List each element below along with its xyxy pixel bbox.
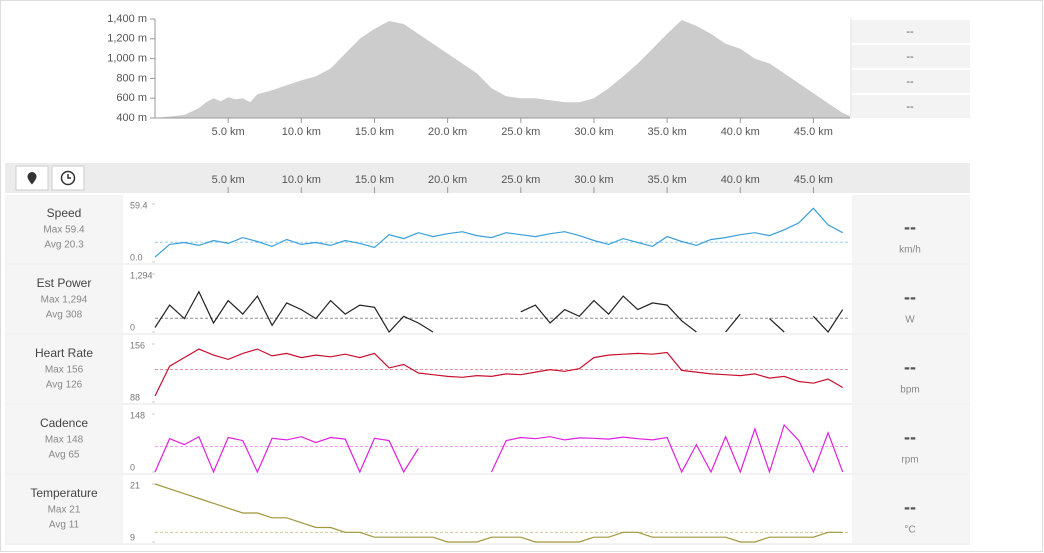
y-tick-label: 400 m	[116, 112, 147, 124]
series-line	[154, 423, 844, 474]
row-label-cell	[5, 475, 123, 543]
y-tick-label: 148	[130, 410, 145, 420]
series-avg: Avg 308	[46, 310, 83, 321]
row-label-cell	[5, 405, 123, 473]
y-tick-label: 156	[130, 340, 145, 350]
series-current: --	[904, 427, 916, 447]
x-tick-label: 35.0 km	[648, 174, 687, 186]
series-avg: Avg 65	[49, 450, 80, 461]
series-name: Est Power	[37, 276, 92, 290]
y-tick-label: 0.0	[130, 252, 143, 262]
summary-cell	[852, 45, 970, 68]
series-unit: rpm	[901, 455, 918, 466]
x-tick-label: 40.0 km	[721, 126, 760, 138]
y-tick-label: 1,200 m	[107, 33, 147, 45]
series-unit: bpm	[900, 385, 919, 396]
series-line	[154, 290, 844, 333]
series-unit: km/h	[899, 245, 921, 256]
row-value-cell	[852, 265, 970, 333]
series-max: Max 1,294	[41, 295, 88, 306]
series-avg: Avg 11	[49, 520, 80, 531]
y-tick-label: 0	[130, 462, 135, 472]
series-line	[154, 348, 844, 397]
series-max: Max 21	[48, 505, 81, 516]
series-current: --	[904, 497, 916, 517]
x-tick-label: 30.0 km	[574, 126, 613, 138]
y-tick-label: 9	[130, 532, 135, 542]
summary-value: --	[906, 51, 914, 63]
x-tick-label: 45.0 km	[794, 174, 833, 186]
x-tick-label: 40.0 km	[721, 174, 760, 186]
y-tick-label: 600 m	[116, 92, 147, 104]
row-value-cell	[852, 475, 970, 543]
y-tick-label: 88	[130, 392, 140, 402]
x-tick-label: 25.0 km	[501, 174, 540, 186]
x-tick-label: 10.0 km	[282, 174, 321, 186]
series-unit: W	[905, 315, 915, 326]
x-tick-label: 35.0 km	[648, 126, 687, 138]
series-line	[154, 483, 843, 543]
x-tick-label: 15.0 km	[355, 126, 394, 138]
series-line	[154, 207, 843, 258]
row-value-cell	[852, 405, 970, 473]
series-max: Max 148	[45, 435, 84, 446]
summary-cell	[852, 70, 970, 93]
series-name: Temperature	[30, 486, 98, 500]
row-value-cell	[852, 195, 970, 263]
series-current: --	[904, 287, 916, 307]
x-tick-label: 15.0 km	[355, 174, 394, 186]
x-tick-label: 10.0 km	[282, 126, 321, 138]
clock-icon	[60, 170, 76, 186]
summary-cell	[852, 20, 970, 43]
series-avg: Avg 20.3	[44, 240, 84, 251]
series-current: --	[904, 217, 916, 237]
x-tick-label: 45.0 km	[794, 126, 833, 138]
toolbar	[5, 163, 970, 193]
y-tick-label: 21	[130, 480, 140, 490]
series-unit: °C	[904, 525, 915, 536]
x-tick-label: 20.0 km	[428, 126, 467, 138]
series-max: Max 59.4	[43, 225, 85, 236]
row-label-cell	[5, 195, 123, 263]
series-name: Speed	[47, 206, 82, 220]
summary-cell	[852, 95, 970, 118]
row-label-cell	[5, 265, 123, 333]
y-tick-label: 0	[130, 322, 135, 332]
series-name: Heart Rate	[35, 346, 93, 360]
y-tick-label: 1,400 m	[107, 13, 147, 25]
summary-value: --	[906, 101, 914, 113]
summary-value: --	[906, 76, 914, 88]
series-max: Max 156	[45, 365, 84, 376]
summary-value: --	[906, 26, 914, 38]
x-tick-label: 5.0 km	[212, 126, 245, 138]
y-tick-label: 59.4	[130, 200, 148, 210]
series-avg: Avg 126	[46, 380, 83, 391]
x-tick-label: 5.0 km	[212, 174, 245, 186]
row-label-cell	[5, 335, 123, 403]
x-tick-label: 25.0 km	[501, 126, 540, 138]
x-tick-label: 30.0 km	[574, 174, 613, 186]
series-name: Cadence	[40, 416, 88, 430]
clock-hands	[67, 174, 71, 179]
series-current: --	[904, 357, 916, 377]
y-tick-label: 1,294	[130, 270, 153, 280]
elevation-area	[155, 20, 850, 118]
x-tick-label: 20.0 km	[428, 174, 467, 186]
pin-icon	[27, 172, 37, 185]
row-value-cell	[852, 335, 970, 403]
y-tick-label: 1,000 m	[107, 53, 147, 65]
y-tick-label: 800 m	[116, 72, 147, 84]
